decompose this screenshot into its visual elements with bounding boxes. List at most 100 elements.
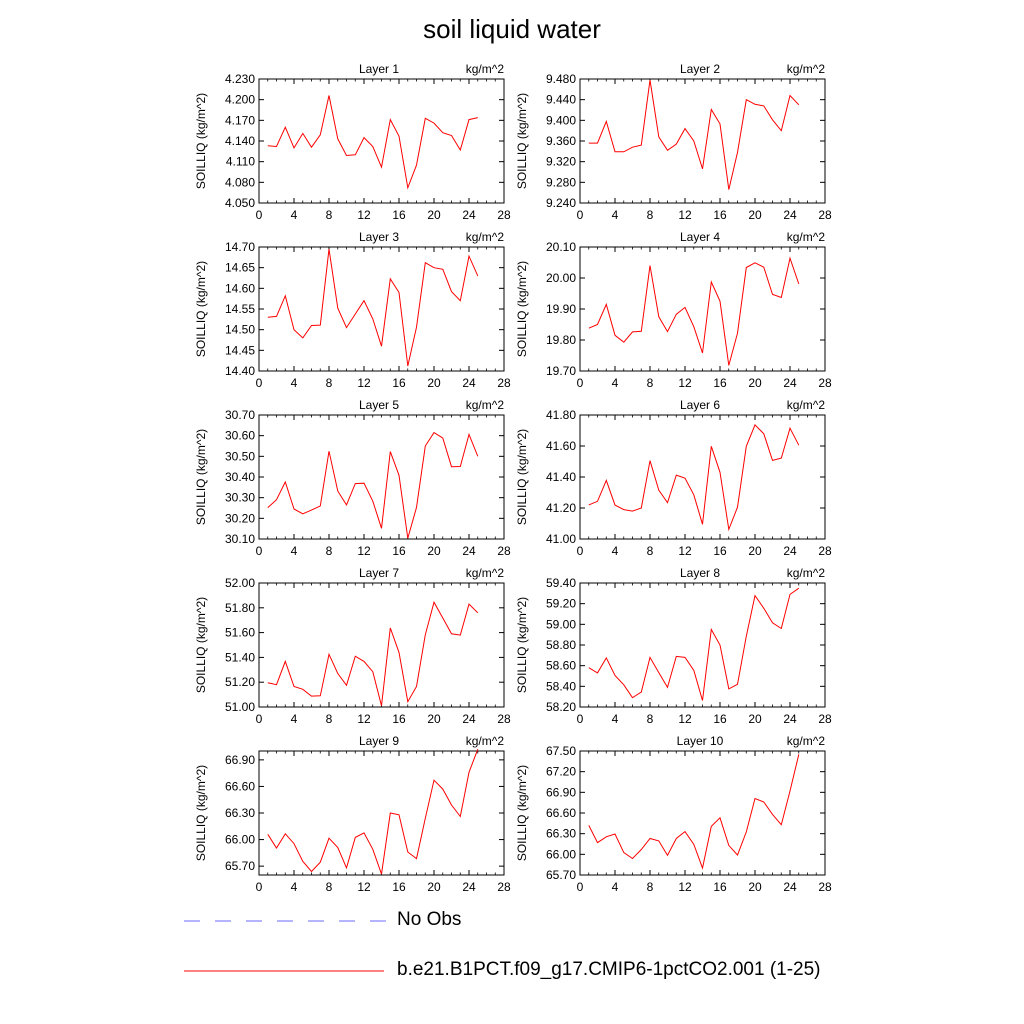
x-tick-label: 0 (256, 880, 263, 894)
panel-title: Layer 8 (680, 566, 720, 580)
legend-model-line (184, 970, 384, 972)
x-tick-label: 12 (357, 544, 371, 558)
chart-panel-4: 0 4 8 12 16 20 24 28 19.70 19.80 19.90 20.00 20.10 La… (515, 230, 832, 390)
y-tick-label: 9.440 (546, 93, 576, 107)
chart-panel-9: 0 4 8 12 16 20 24 28 65.70 66.00 66.30 66.60 66.90 La… (194, 734, 511, 894)
y-tick-label: 52.00 (225, 576, 255, 590)
y-tick-label: 4.140 (225, 134, 255, 148)
x-tick-label: 4 (291, 712, 298, 726)
y-tick-label: 14.70 (225, 240, 255, 254)
plot-frame (258, 78, 505, 204)
y-tick-label: 41.00 (546, 532, 576, 546)
figure-title: soil liquid water (423, 14, 601, 44)
panel-units: kg/m^2 (466, 398, 505, 412)
x-tick-label: 16 (392, 208, 406, 222)
panel-title: Layer 4 (680, 230, 720, 244)
x-tick-label: 28 (497, 376, 511, 390)
panel-units: kg/m^2 (787, 734, 826, 748)
x-tick-label: 16 (713, 880, 727, 894)
x-tick-label: 24 (462, 712, 476, 726)
x-tick-label: 28 (497, 544, 511, 558)
y-tick-label: 66.30 (225, 806, 255, 820)
x-tick-label: 20 (427, 544, 441, 558)
x-tick-label: 0 (577, 544, 584, 558)
y-tick-label: 4.230 (225, 72, 255, 86)
x-tick-label: 16 (392, 544, 406, 558)
x-tick-label: 8 (647, 376, 654, 390)
y-axis-label: SOILLIQ (kg/m^2) (194, 597, 208, 693)
y-tick-label: 19.90 (546, 302, 576, 316)
chart-panel-1: 0 4 8 12 16 20 24 28 4.050 4.080 4.110 4.140 4.170 4.… (194, 62, 511, 222)
legend-obs-line (184, 920, 389, 922)
x-tick-label: 16 (713, 712, 727, 726)
x-tick-label: 24 (783, 376, 797, 390)
x-tick-label: 12 (357, 880, 371, 894)
series-line (267, 600, 479, 706)
x-tick-label: 4 (612, 712, 619, 726)
x-tick-label: 4 (291, 208, 298, 222)
x-tick-label: 4 (291, 376, 298, 390)
y-tick-label: 41.40 (546, 470, 576, 484)
x-tick-label: 0 (577, 376, 584, 390)
y-tick-label: 9.480 (546, 72, 576, 86)
series-line (588, 424, 800, 532)
x-tick-label: 12 (357, 376, 371, 390)
y-tick-label: 59.20 (546, 597, 576, 611)
y-axis-label: SOILLIQ (kg/m^2) (515, 261, 529, 357)
panel-title: Layer 10 (677, 734, 724, 748)
y-tick-label: 4.110 (226, 155, 255, 169)
y-tick-label: 9.280 (546, 175, 576, 189)
y-tick-label: 59.00 (546, 617, 576, 631)
y-tick-label: 30.40 (225, 470, 255, 484)
y-tick-label: 14.40 (225, 364, 255, 378)
x-tick-label: 20 (427, 712, 441, 726)
panel-units: kg/m^2 (787, 230, 826, 244)
x-tick-label: 28 (497, 208, 511, 222)
y-tick-label: 51.60 (225, 626, 255, 640)
y-tick-label: 19.70 (546, 364, 576, 378)
x-tick-label: 8 (326, 544, 333, 558)
y-axis-label: SOILLIQ (kg/m^2) (194, 765, 208, 861)
y-tick-label: 20.10 (546, 240, 576, 254)
x-tick-label: 28 (818, 376, 832, 390)
x-tick-label: 0 (256, 376, 263, 390)
y-tick-label: 65.70 (225, 859, 255, 873)
legend-obs-label: No Obs (397, 909, 462, 930)
y-tick-label: 66.30 (546, 827, 576, 841)
x-tick-label: 20 (427, 376, 441, 390)
x-tick-label: 24 (462, 376, 476, 390)
y-tick-label: 19.80 (546, 333, 576, 347)
x-tick-label: 20 (748, 376, 762, 390)
y-tick-label: 41.20 (546, 501, 576, 515)
y-axis-label: SOILLIQ (kg/m^2) (515, 93, 529, 189)
x-tick-label: 20 (748, 880, 762, 894)
x-tick-label: 0 (577, 880, 584, 894)
chart-panel-10: 0 4 8 12 16 20 24 28 65.70 66.00 66.30 66.60 66.90 67… (515, 734, 832, 894)
y-tick-label: 67.50 (546, 744, 576, 758)
x-tick-label: 24 (462, 208, 476, 222)
panel-units: kg/m^2 (466, 62, 505, 76)
x-tick-label: 12 (678, 544, 692, 558)
series-line (588, 587, 800, 701)
y-axis-label: SOILLIQ (kg/m^2) (515, 765, 529, 861)
y-tick-label: 30.50 (225, 449, 255, 463)
series-line (588, 754, 800, 870)
panel-title: Layer 5 (359, 398, 399, 412)
x-tick-label: 8 (647, 544, 654, 558)
x-tick-label: 8 (326, 376, 333, 390)
x-tick-label: 24 (783, 544, 797, 558)
y-tick-label: 4.170 (225, 113, 255, 127)
x-tick-label: 24 (783, 208, 797, 222)
y-tick-label: 66.90 (225, 753, 255, 767)
y-tick-label: 14.55 (225, 302, 255, 316)
panel-title: Layer 9 (359, 734, 399, 748)
plot-frame (258, 750, 505, 876)
y-tick-label: 65.70 (546, 868, 576, 882)
series-line (267, 431, 479, 539)
x-tick-label: 8 (326, 712, 333, 726)
plot-frame (579, 750, 826, 876)
y-tick-label: 9.360 (546, 134, 576, 148)
panel-units: kg/m^2 (787, 398, 826, 412)
y-tick-label: 58.80 (546, 638, 576, 652)
